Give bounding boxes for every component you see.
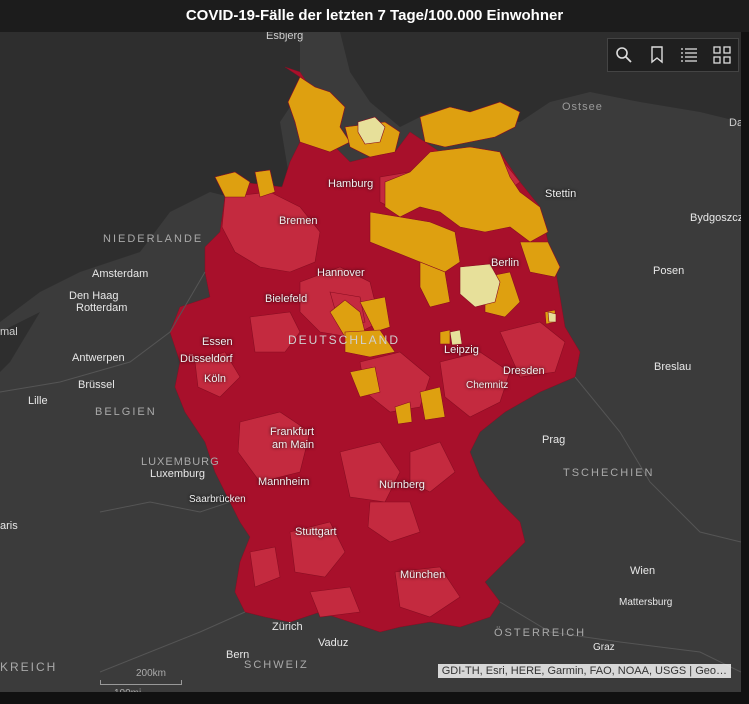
label-essen: Essen [202, 336, 233, 348]
label-posen: Posen [653, 265, 685, 277]
north-sea [0, 32, 300, 322]
label-antwerpen: Antwerpen [72, 352, 125, 364]
label-vaduz: Vaduz [318, 637, 349, 649]
label-muenchen: München [400, 569, 446, 581]
label-breslau: Breslau [654, 361, 692, 373]
map-title: COVID-19-Fälle der letzten 7 Tage/100.00… [0, 0, 749, 32]
label-hannover: Hannover [317, 267, 365, 279]
label-frankreich: KREICH [0, 660, 58, 674]
legend-list-icon [681, 48, 698, 62]
label-hamburg: Hamburg [328, 178, 374, 190]
map-view[interactable]: Esbjerg Ostsee Dan Hamburg Stettin Bydgo… [0, 32, 741, 692]
bookmarks-button[interactable] [644, 42, 670, 68]
orange-districts[interactable] [214, 76, 561, 425]
label-bielefeld: Bielefeld [265, 293, 308, 305]
search-button[interactable] [611, 42, 637, 68]
label-am-main: am Main [272, 439, 315, 451]
label-graz: Graz [593, 642, 615, 653]
label-deutschland: DEUTSCHLAND [288, 333, 401, 347]
basemap-gallery-button[interactable] [709, 42, 735, 68]
label-bremen: Bremen [279, 215, 318, 227]
channel [0, 312, 40, 372]
basemap-gallery-icon [713, 46, 731, 64]
scale-km: 200km [136, 668, 167, 679]
label-zuerich: Zürich [272, 621, 303, 633]
label-prag: Prag [542, 434, 566, 446]
label-belgien: BELGIEN [95, 406, 157, 418]
label-stettin: Stettin [545, 188, 577, 200]
label-berlin: Berlin [491, 257, 520, 269]
label-denhaag: Den Haag [69, 290, 119, 302]
label-oesterreich: ÖSTERREICH [494, 627, 587, 639]
label-danzig: Dan [729, 117, 741, 129]
label-mannheim: Mannheim [258, 476, 310, 488]
label-paris: aris [0, 520, 18, 532]
label-chemnitz: Chemnitz [466, 380, 509, 391]
scale-mi: 100mi [114, 688, 141, 692]
label-lille: Lille [28, 395, 48, 407]
label-mal: mal [0, 326, 18, 338]
window-edge-bottom [0, 692, 749, 704]
label-stuttgart: Stuttgart [295, 526, 337, 538]
pale-districts[interactable] [357, 116, 557, 346]
label-mattersburg: Mattersburg [619, 597, 673, 608]
search-icon [616, 47, 632, 63]
label-koeln: Köln [204, 373, 227, 385]
label-dresden: Dresden [503, 365, 545, 377]
label-tschechien: TSCHECHIEN [563, 467, 655, 479]
label-saarbruecken: Saarbrücken [189, 494, 246, 505]
attribution[interactable]: GDI-TH, Esri, HERE, Garmin, FAO, NOAA, U… [437, 664, 731, 678]
label-bydgoszcz: Bydgoszcz [690, 212, 741, 224]
bookmark-icon [651, 46, 663, 64]
label-duesseldorf: Düsseldorf [180, 353, 233, 365]
label-luxemburg-country: LUXEMBURG [141, 456, 220, 468]
label-schweiz: SCHWEIZ [244, 659, 309, 671]
label-niederlande: NIEDERLANDE [103, 233, 204, 245]
label-wien: Wien [630, 565, 656, 577]
window-edge-right [741, 32, 749, 692]
label-luxemburg-city: Luxemburg [150, 468, 206, 480]
label-amsterdam: Amsterdam [92, 268, 149, 280]
label-frankfurt: Frankfurt [270, 426, 315, 438]
map-canvas[interactable] [0, 32, 741, 692]
label-leipzig: Leipzig [444, 344, 479, 356]
label-esbjerg: Esbjerg [266, 32, 304, 42]
legend-button[interactable] [676, 42, 702, 68]
label-rotterdam: Rotterdam [76, 302, 128, 314]
label-bruessel: Brüssel [78, 379, 115, 391]
label-bern: Bern [226, 649, 250, 661]
border-lines [0, 271, 741, 673]
label-nuernberg: Nürnberg [379, 479, 425, 491]
map-toolbar [607, 38, 739, 72]
scale-bar-line [100, 680, 182, 685]
label-ostsee: Ostsee [562, 101, 603, 113]
